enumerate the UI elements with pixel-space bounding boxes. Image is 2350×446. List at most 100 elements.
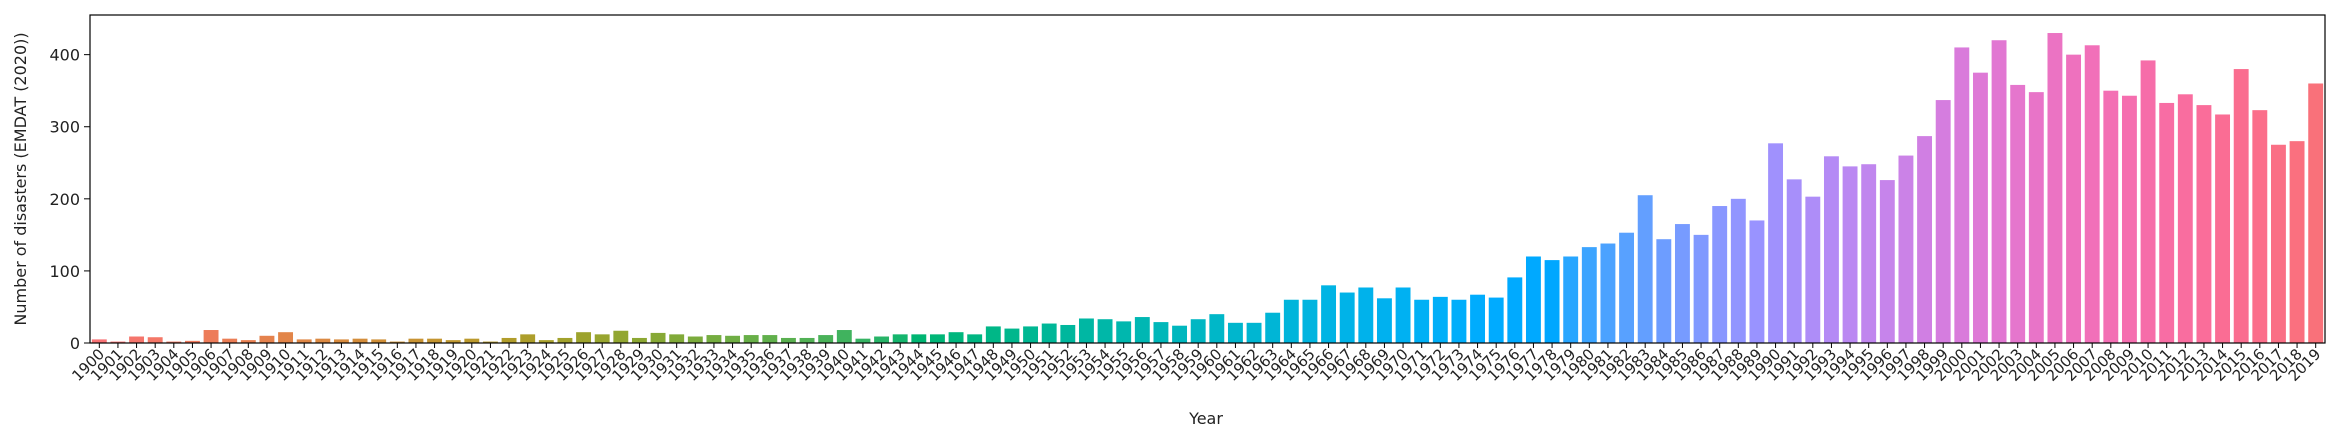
bar [1768,143,1784,343]
bar [1581,247,1597,343]
bar [1209,314,1225,343]
bar [762,335,778,343]
bar [1004,328,1020,343]
bar [1991,40,2007,343]
bar [1507,277,1523,343]
x-axis-label: Year [1188,409,1223,428]
bar [371,339,387,343]
bar [2140,60,2156,344]
bar [2047,33,2063,344]
bar [91,339,107,343]
bar [1712,206,1728,343]
bar [799,337,815,343]
y-tick-label: 300 [49,118,80,137]
bar [1265,312,1281,343]
bar [2196,105,2212,343]
bar [1432,296,1448,343]
bar [1358,287,1374,343]
bar [1078,318,1094,343]
bar [1023,326,1039,343]
bar [1134,317,1150,343]
bar [1637,195,1653,343]
bar [1954,47,1970,343]
bar [1525,256,1541,343]
bar [1246,322,1262,343]
bar [1376,298,1392,343]
bar [1935,100,1951,343]
bar [1842,166,1858,343]
bar [501,337,517,343]
y-tick-label: 400 [49,46,80,65]
bar [184,340,200,343]
bar [129,336,145,343]
y-tick-label: 0 [70,334,80,353]
bar [2028,92,2044,343]
plot-frame [89,14,2326,344]
bar [147,337,163,343]
bar [1805,196,1821,343]
bar [1917,136,1933,343]
bar [1153,322,1169,343]
bar [631,337,647,343]
y-axis-label: Number of disasters (EMDAT (2020)) [11,32,30,325]
bar [538,340,554,343]
bar [669,334,685,343]
bar [985,326,1001,343]
bar [408,338,424,343]
bar [1488,297,1504,343]
bar [240,340,256,343]
bar [1693,234,1709,343]
bar [278,332,294,343]
bar [836,330,852,343]
y-tick-label: 100 [49,262,80,281]
bar [557,337,573,343]
bar [1097,319,1113,343]
bar [1302,299,1318,343]
bar [855,338,871,343]
bar [296,339,312,343]
bar [874,336,890,343]
bar [445,340,461,343]
bar [743,335,759,343]
bar [725,335,741,343]
bar [1823,156,1839,343]
bar [576,332,592,343]
bar [315,338,331,343]
bar [389,341,405,343]
bar [333,339,349,343]
bar [1972,72,1988,344]
bar [1395,287,1411,343]
bar [1227,322,1243,343]
bar [2233,69,2249,344]
bar [482,341,498,343]
bar [1563,256,1579,343]
bar [1619,232,1635,343]
bar [1116,321,1132,343]
bar [1674,224,1690,343]
bar [892,334,908,343]
bar [929,334,945,343]
bar [2103,90,2119,343]
bar [1339,292,1355,343]
bar [687,336,703,343]
bar [1861,164,1877,343]
bar [613,330,629,343]
bar [650,332,666,343]
bar [1321,285,1337,343]
bar [1060,324,1076,343]
bar [1544,260,1560,343]
bar [1600,243,1616,343]
bar [2270,144,2286,343]
bar [1470,294,1486,343]
bar [2010,84,2026,343]
bar [1190,319,1206,343]
bar [1172,325,1188,343]
bar [2084,45,2100,344]
bar [110,341,126,343]
bar [2177,94,2193,344]
bar [259,335,275,343]
bar [2159,102,2175,343]
bar [222,338,238,343]
bar [2308,83,2324,343]
